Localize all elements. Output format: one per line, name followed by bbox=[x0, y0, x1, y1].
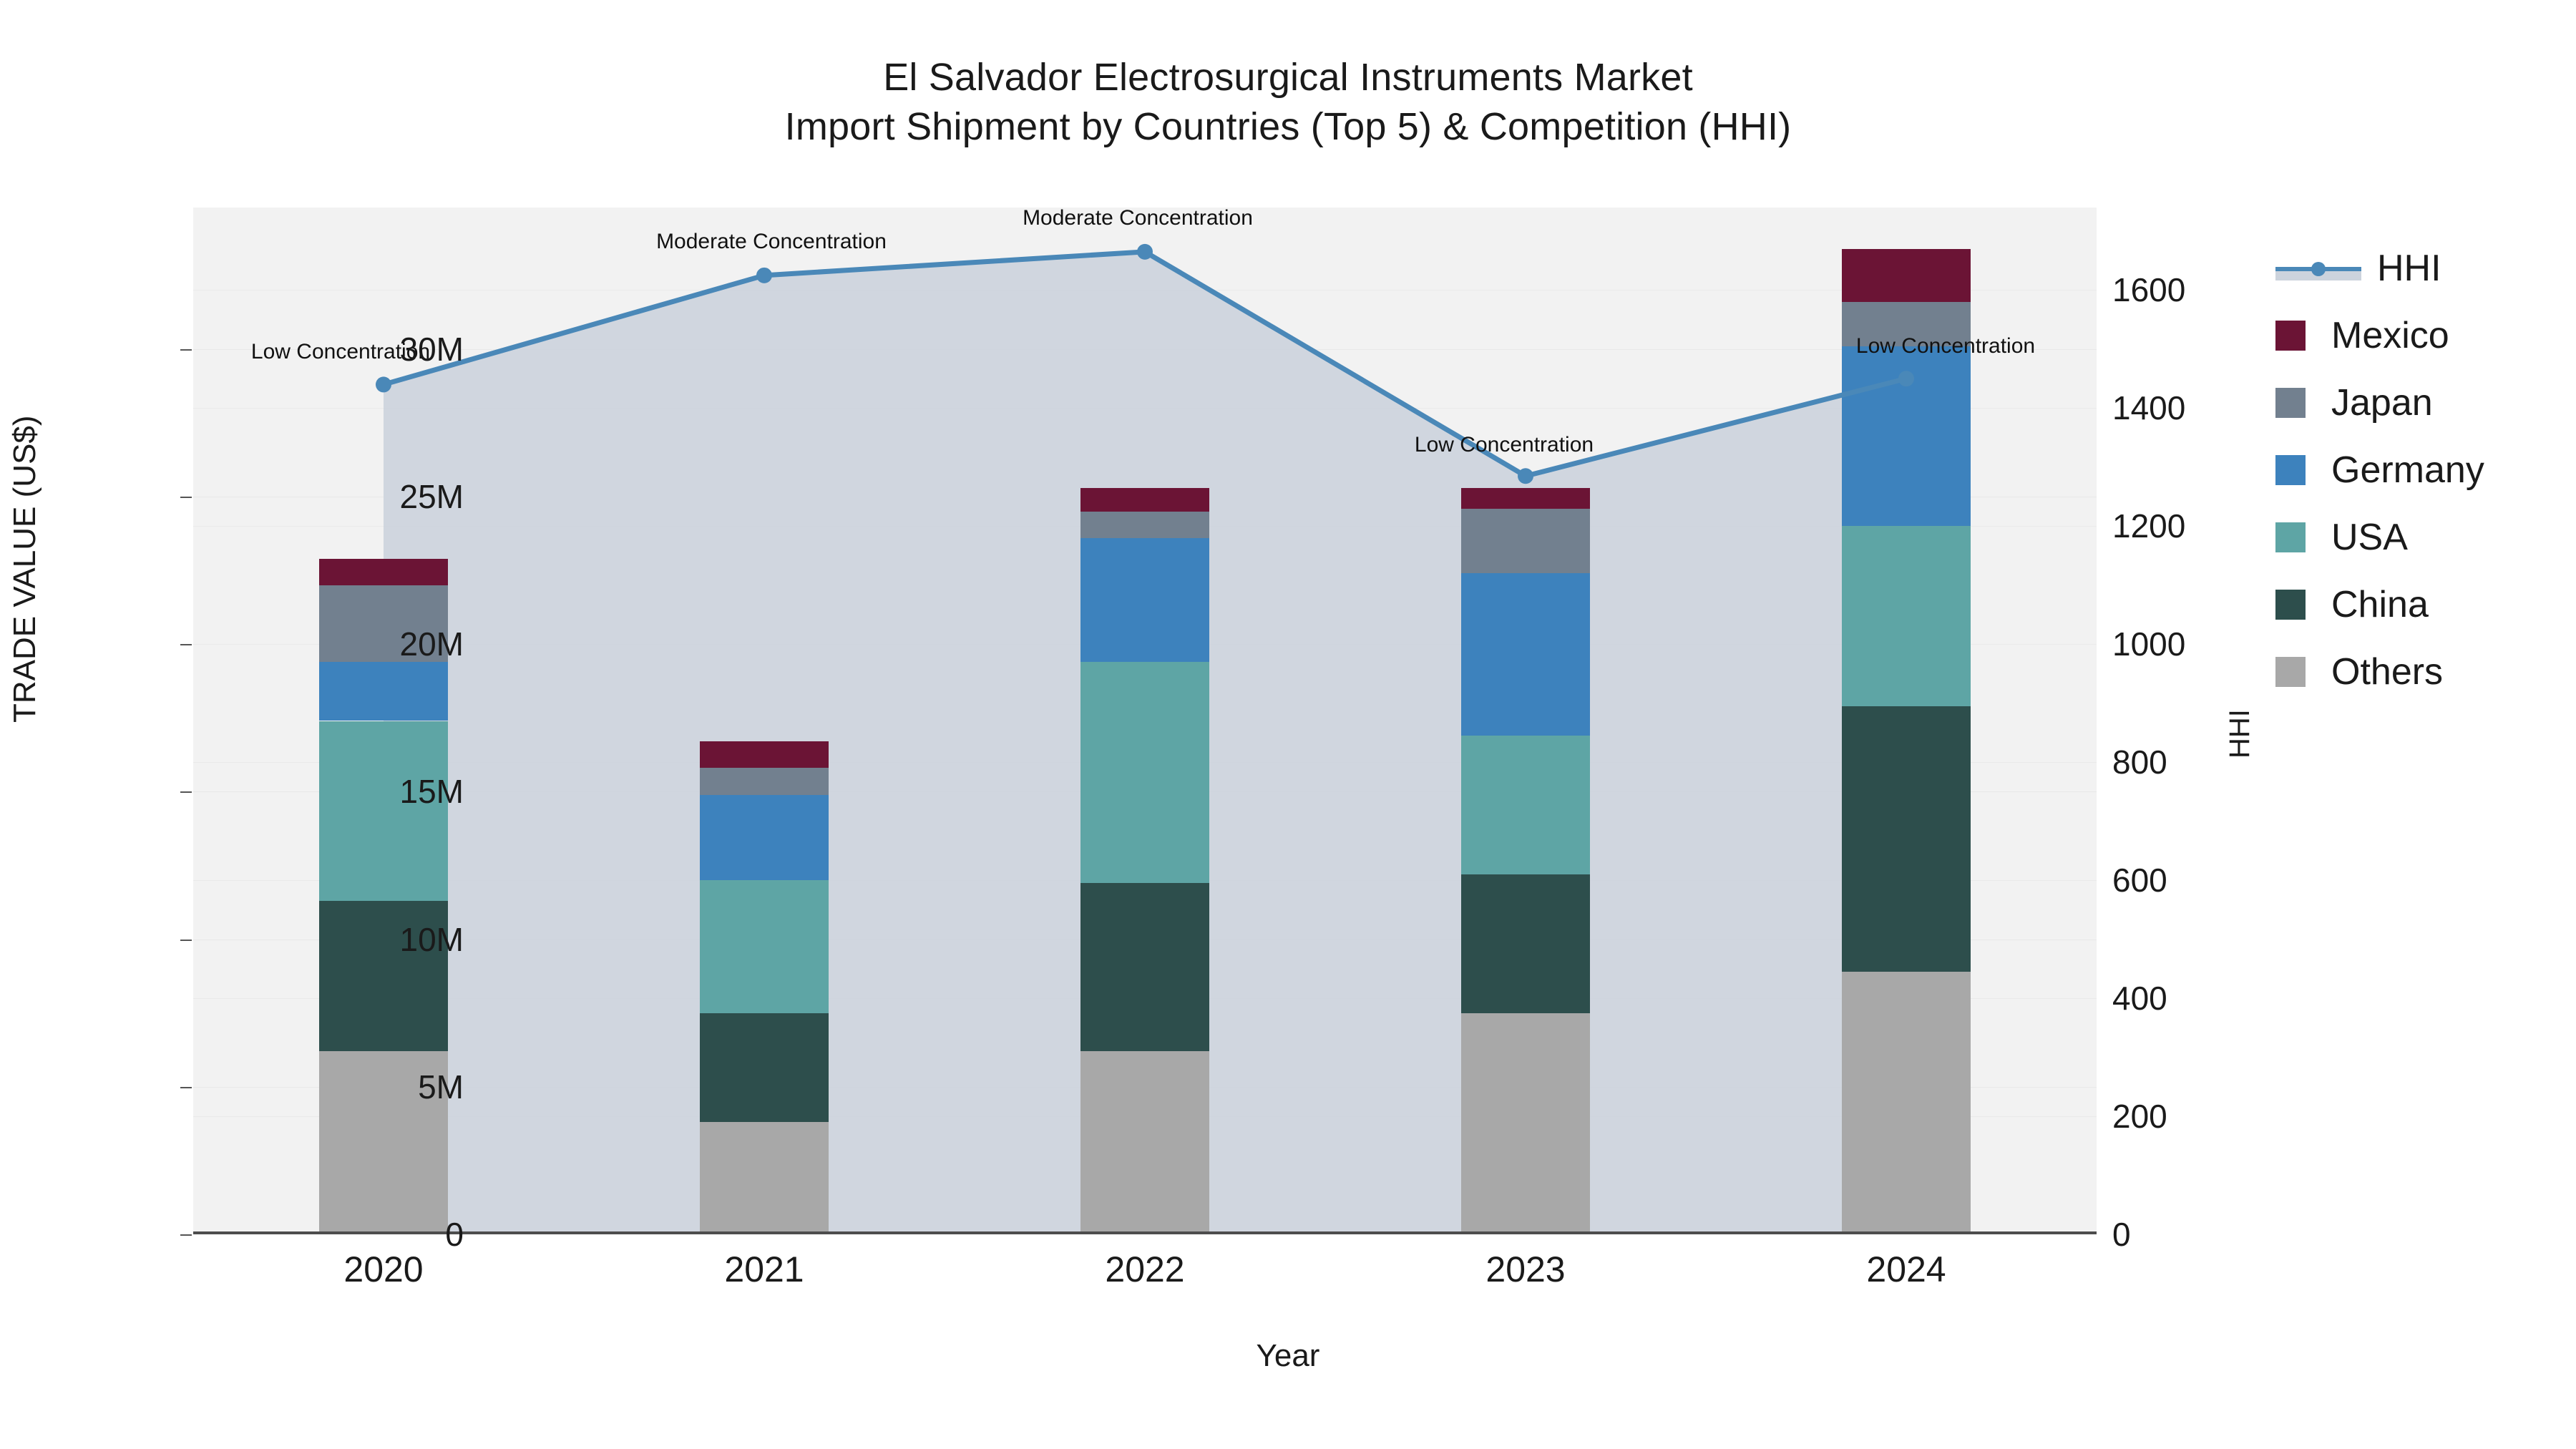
bar-segment-2023-germany[interactable] bbox=[1461, 573, 1590, 736]
y-axis-right-tick-200: 200 bbox=[2112, 1098, 2167, 1136]
y-axis-right-tick-1200: 1200 bbox=[2112, 507, 2186, 545]
legend-label-mexico: Mexico bbox=[2331, 315, 2449, 356]
legend-item-others[interactable]: Others bbox=[2275, 638, 2562, 706]
legend-item-mexico[interactable]: Mexico bbox=[2275, 302, 2562, 369]
y-axis-right-tick-800: 800 bbox=[2112, 743, 2167, 781]
bar-segment-2021-mexico[interactable] bbox=[700, 741, 829, 769]
y-axis-right-tick-600: 600 bbox=[2112, 862, 2167, 899]
y-axis-left-tick-0: 0 bbox=[445, 1216, 464, 1253]
legend-label-hhi: HHI bbox=[2377, 248, 2441, 289]
x-axis-tick-2021: 2021 bbox=[724, 1249, 804, 1289]
y-axis-left-tickmark bbox=[180, 1086, 192, 1088]
legend-swatch-japan bbox=[2275, 388, 2306, 418]
legend-label-japan: Japan bbox=[2331, 382, 2433, 424]
hhi-annotation-2021: Moderate Concentration bbox=[656, 229, 887, 253]
y-axis-left-tickmark bbox=[180, 644, 192, 646]
legend-label-others: Others bbox=[2331, 651, 2444, 693]
legend-swatch-usa bbox=[2275, 522, 2306, 552]
hhi-annotation-2020: Low Concentration bbox=[250, 340, 431, 364]
y-axis-left-tick-20M: 20M bbox=[399, 625, 464, 663]
bar-segment-2022-others[interactable] bbox=[1080, 1051, 1209, 1234]
legend-line-icon bbox=[2275, 253, 2361, 283]
bar-segment-2021-others[interactable] bbox=[700, 1122, 829, 1234]
bar-segment-2024-usa[interactable] bbox=[1842, 526, 1971, 706]
legend-swatch-others bbox=[2275, 657, 2306, 687]
bar-group-2024[interactable] bbox=[1842, 208, 1971, 1234]
bar-group-2020[interactable] bbox=[319, 208, 448, 1234]
bar-segment-2020-usa[interactable] bbox=[319, 721, 448, 902]
x-axis-tick-2023: 2023 bbox=[1485, 1249, 1566, 1289]
y-axis-right-tick-0: 0 bbox=[2112, 1216, 2131, 1253]
y-axis-left-tick-5M: 5M bbox=[418, 1068, 464, 1106]
bar-segment-2020-china[interactable] bbox=[319, 901, 448, 1052]
legend-item-usa[interactable]: USA bbox=[2275, 504, 2562, 571]
x-axis-title: Year bbox=[1256, 1338, 1320, 1373]
y-axis-left-tickmark bbox=[180, 348, 192, 351]
x-axis-tick-2024: 2024 bbox=[1866, 1249, 1946, 1289]
y-axis-right-tick-1400: 1400 bbox=[2112, 389, 2186, 427]
bar-group-2022[interactable] bbox=[1080, 208, 1209, 1234]
legend-label-china: China bbox=[2331, 584, 2429, 625]
bar-segment-2020-germany[interactable] bbox=[319, 662, 448, 721]
chart-title: El Salvador Electrosurgical Instruments … bbox=[0, 53, 2576, 152]
y-axis-left-tick-15M: 15M bbox=[399, 773, 464, 811]
bar-segment-2021-china[interactable] bbox=[700, 1013, 829, 1123]
bar-segment-2022-japan[interactable] bbox=[1080, 511, 1209, 538]
bar-group-2021[interactable] bbox=[700, 208, 829, 1234]
y-axis-left-tick-25M: 25M bbox=[399, 478, 464, 516]
legend-swatch-mexico bbox=[2275, 321, 2306, 351]
bar-segment-2024-others[interactable] bbox=[1842, 972, 1971, 1234]
y-axis-left-tick-10M: 10M bbox=[399, 920, 464, 958]
legend-item-japan[interactable]: Japan bbox=[2275, 369, 2562, 436]
y-axis-left-tickmark bbox=[180, 1234, 192, 1236]
y-axis-right-tick-1000: 1000 bbox=[2112, 625, 2186, 663]
bar-segment-2021-usa[interactable] bbox=[700, 880, 829, 1013]
bar-segment-2024-china[interactable] bbox=[1842, 706, 1971, 972]
bar-segment-2023-china[interactable] bbox=[1461, 874, 1590, 1013]
legend-label-germany: Germany bbox=[2331, 449, 2484, 491]
x-axis-line bbox=[193, 1231, 2097, 1234]
bar-segment-2022-germany[interactable] bbox=[1080, 537, 1209, 663]
y-axis-right-title: HHI bbox=[2224, 709, 2255, 758]
plot-area: Low Concentration Moderate Concentration M… bbox=[193, 205, 2097, 1234]
legend-swatch-germany bbox=[2275, 455, 2306, 485]
hhi-annotation-2022: Moderate Concentration bbox=[1023, 205, 1253, 230]
y-axis-left-tick-30M: 30M bbox=[399, 330, 464, 368]
chart-title-line-1: El Salvador Electrosurgical Instruments … bbox=[883, 56, 1693, 99]
y-axis-left-tickmark bbox=[180, 939, 192, 941]
y-axis-left-tickmark bbox=[180, 791, 192, 794]
bar-segment-2023-mexico[interactable] bbox=[1461, 487, 1590, 509]
bar-segment-2022-mexico[interactable] bbox=[1080, 487, 1209, 512]
y-axis-right-tick-400: 400 bbox=[2112, 980, 2167, 1018]
bar-segment-2020-mexico[interactable] bbox=[319, 558, 448, 585]
x-axis-tick-2020: 2020 bbox=[343, 1249, 424, 1289]
legend-line-dot-icon bbox=[2311, 262, 2326, 276]
hhi-annotation-2024: Low Concentration bbox=[1855, 334, 2036, 358]
legend-swatch-china bbox=[2275, 590, 2306, 620]
bar-segment-2020-others[interactable] bbox=[319, 1051, 448, 1234]
bar-group-2023[interactable] bbox=[1461, 208, 1590, 1234]
x-axis-tick-2022: 2022 bbox=[1105, 1249, 1185, 1289]
legend-label-usa: USA bbox=[2331, 517, 2408, 558]
bar-segment-2022-china[interactable] bbox=[1080, 883, 1209, 1052]
bar-segment-2023-others[interactable] bbox=[1461, 1013, 1590, 1234]
bar-segment-2024-germany[interactable] bbox=[1842, 346, 1971, 527]
bar-segment-2023-japan[interactable] bbox=[1461, 508, 1590, 574]
chart-title-line-2: Import Shipment by Countries (Top 5) & C… bbox=[784, 105, 1792, 149]
legend-item-germany[interactable]: Germany bbox=[2275, 436, 2562, 504]
bar-segment-2023-usa[interactable] bbox=[1461, 736, 1590, 874]
y-axis-left-tickmark bbox=[180, 497, 192, 499]
bar-segment-2020-japan[interactable] bbox=[319, 585, 448, 663]
hhi-annotation-2023: Low Concentration bbox=[1414, 433, 1594, 457]
bar-segment-2021-germany[interactable] bbox=[700, 794, 829, 881]
y-axis-right-tick-1600: 1600 bbox=[2112, 271, 2186, 309]
bar-segment-2022-usa[interactable] bbox=[1080, 662, 1209, 884]
bar-segment-2021-japan[interactable] bbox=[700, 768, 829, 795]
legend-item-china[interactable]: China bbox=[2275, 571, 2562, 638]
bar-segment-2024-mexico[interactable] bbox=[1842, 248, 1971, 302]
y-axis-left-title: TRADE VALUE (US$) bbox=[7, 415, 42, 723]
legend: HHI Mexico Japan Germany USA China Others bbox=[2275, 235, 2562, 706]
legend-item-hhi[interactable]: HHI bbox=[2275, 235, 2562, 302]
